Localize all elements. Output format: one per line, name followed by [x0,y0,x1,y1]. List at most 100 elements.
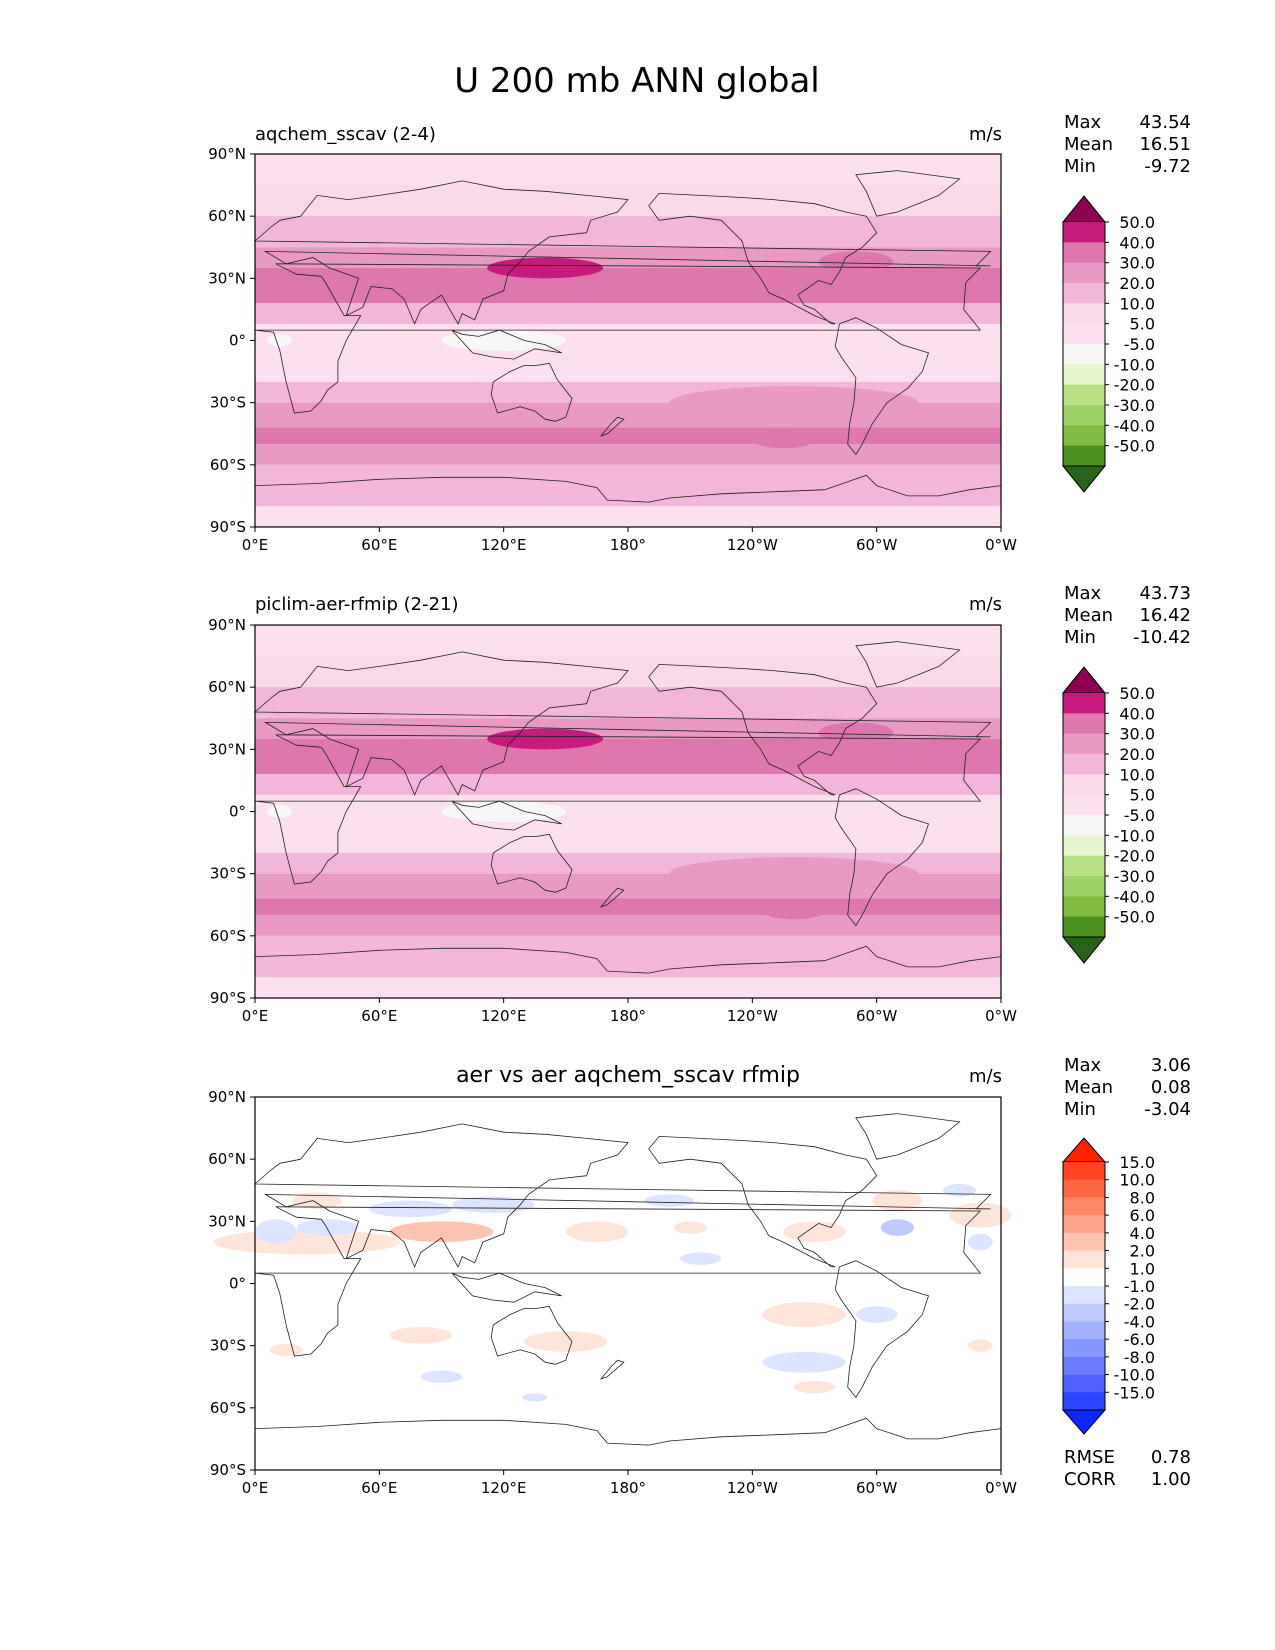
stat-value: 1.00 [1151,1469,1191,1490]
contour-band [255,154,1001,186]
stats-block: Max 3.06 Mean 0.08 Min -3.04 [1064,1055,1191,1120]
stat-label: Max [1064,1055,1102,1076]
y-tick-label: 90°S [210,518,246,536]
stat-label: Mean [1064,134,1113,155]
x-tick-label: 120°W [727,1007,778,1025]
contour-region [522,1393,548,1402]
y-tick-label: 60°S [210,927,246,945]
contour-region [679,1252,722,1265]
stat-label: Min [1064,156,1096,177]
colorbar-segment [1063,222,1105,243]
coastline [254,474,1002,503]
x-tick-label: 60°E [361,536,397,554]
stat-value: 16.42 [1139,605,1191,626]
colorbar-label: 30.0 [1119,254,1155,273]
stat-label: Max [1064,583,1102,604]
coastline [254,1206,982,1357]
contour-region [669,857,919,891]
contour-band [255,738,1001,754]
y-tick-label: 90°S [210,1461,246,1479]
stat-value: 0.78 [1151,1447,1191,1468]
x-tick-label: 0°W [985,1007,1017,1025]
contour-band [255,625,1001,657]
contour-band [255,811,1001,833]
contour-region [818,251,894,273]
colorbar-label: 5.0 [1130,786,1155,805]
stat-label: Mean [1064,1077,1113,1098]
stat-label: CORR [1064,1469,1116,1490]
colorbar-segment [1063,242,1105,264]
coastlines [253,170,1002,503]
x-tick-label: 120°W [727,1479,778,1497]
contour-band [255,303,1001,324]
contour-region [420,1370,463,1383]
colorbar-label: -30.0 [1114,867,1155,886]
contour-region [762,1302,846,1328]
coastline [253,651,992,796]
colorbar-segment [1063,1286,1105,1305]
coastline [855,170,961,217]
coastline [855,1113,961,1160]
panel-title: aer vs aer aqchem_sscav rfmip [456,1063,800,1088]
colorbar-segment [1063,835,1105,857]
colorbar-segment [1063,1250,1105,1269]
y-tick-label: 60°N [208,207,246,225]
x-tick-label: 60°W [856,1479,898,1497]
colorbar-label: -6.0 [1124,1330,1155,1349]
colorbar-segment [1063,1215,1105,1234]
colorbar-segment [1063,262,1105,284]
colorbar-segment [1063,384,1105,406]
y-tick-label: 60°S [210,1399,246,1417]
y-tick-label: 90°N [208,1088,246,1106]
stat-value: 0.08 [1151,1077,1191,1098]
contour-region [451,1196,535,1214]
contour-band [255,832,1001,853]
contour-band [255,977,1001,998]
contour-band [255,718,1001,739]
colorbar-label: -4.0 [1124,1312,1155,1331]
coastline [451,329,562,360]
contour-band [255,794,1001,812]
colorbar-segment [1063,1374,1105,1393]
stat-label: Max [1064,112,1102,133]
panel-title: piclim-aer-rfmip (2-21) [255,594,459,615]
stat-value: 16.51 [1139,134,1191,155]
colorbar-label: 20.0 [1119,274,1155,293]
colorbar-segment [1063,774,1105,796]
y-tick-label: 60°S [210,456,246,474]
y-tick-label: 60°N [208,678,246,696]
colorbar-segment [1063,733,1105,755]
y-tick-label: 0° [229,1275,246,1293]
panel-test: aqchem_sscav (2-4) m/s 0°E 60°E 120°E 180° 1… [208,112,1191,554]
contour-region [292,1192,343,1209]
colorbar-extend-bottom [1061,1409,1107,1435]
y-tick-label: 30°S [210,865,246,883]
colorbar-label: 6.0 [1130,1206,1155,1225]
coastline [253,180,992,325]
contour-band [255,687,1001,719]
contour-band [255,267,1001,283]
colorbar-label: -50.0 [1114,437,1155,456]
panel-difference: aer vs aer aqchem_sscav rfmip m/s 0°E 60°… [208,1055,1191,1497]
coastline [648,1135,878,1268]
colorbar-label: 50.0 [1119,213,1155,232]
units-label: m/s [969,124,1002,145]
coastline [451,800,562,831]
colorbar-label: 4.0 [1130,1224,1155,1243]
colorbar: 50.040.0 30.020.010.0 5.0-5.0-10.0 -20.0-30… [1061,195,1155,493]
colorbar-label: 10.0 [1119,765,1155,784]
coastline [490,362,573,422]
contour-region [389,1221,494,1243]
colorbar-extend-top [1061,666,1107,694]
contour-region [524,1331,608,1352]
contour-region [949,1202,1012,1228]
contour-region [673,1221,707,1234]
axis-ticks: 0°E 60°E 120°E 180° 120°W 60°W 0°W 90°N 60°N 30°N… [208,616,1017,1025]
colorbar-segment [1063,1162,1105,1181]
contour-band [255,282,1001,304]
colorbar-segment [1063,364,1105,386]
coastline [599,887,625,908]
contour-band [255,216,1001,248]
colorbar-segment [1063,794,1105,816]
y-tick-label: 30°N [208,1212,246,1230]
